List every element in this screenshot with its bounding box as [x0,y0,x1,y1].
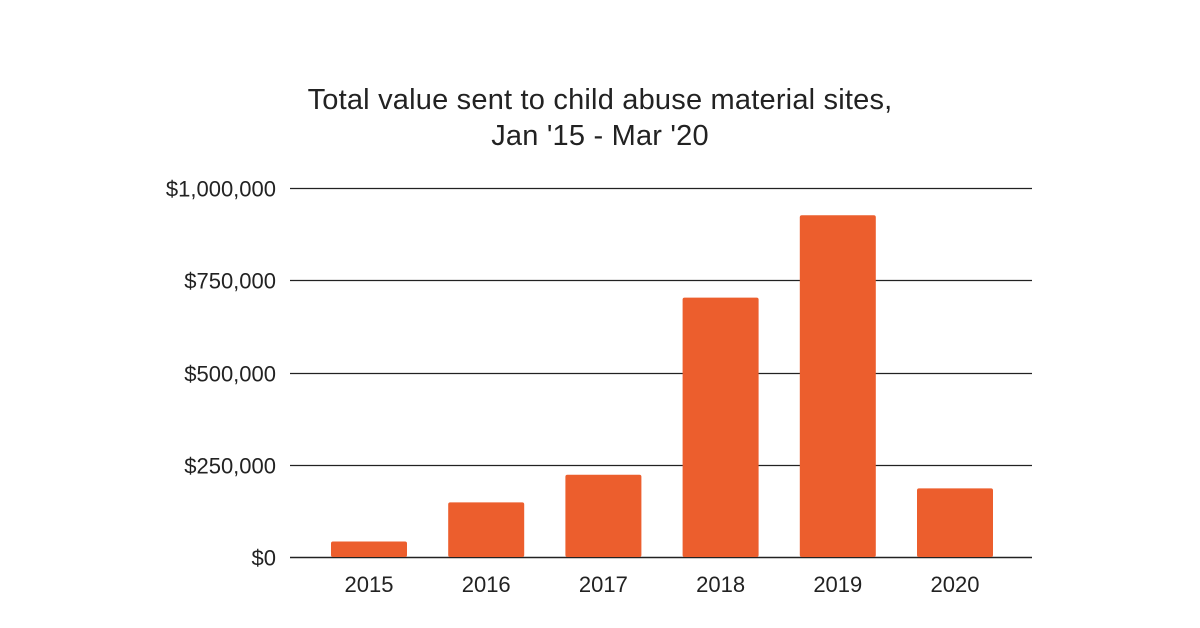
y-tick-label: $250,000 [184,454,276,479]
chart-title-line-1: Total value sent to child abuse material… [307,84,893,116]
x-tick-label: 2017 [579,572,628,597]
bar-2017 [565,474,642,557]
bar-2018 [682,297,759,557]
x-tick-label: 2020 [931,572,980,597]
gridlines [290,187,1032,559]
x-tick-label: 2016 [462,572,511,597]
x-tick-label: 2018 [696,572,745,597]
x-tick-label: 2015 [345,572,394,597]
x-tick-labels: 2015 2016 2017 2018 2019 2020 [345,572,980,597]
bar-2019 [799,215,876,557]
bars [331,215,993,557]
bar-2015 [331,541,407,557]
bar-2016 [448,502,525,557]
y-tick-label: $750,000 [184,269,276,294]
y-tick-label: $500,000 [184,362,276,387]
x-tick-label: 2019 [813,572,862,597]
y-tick-labels: $0 $250,000 $500,000 $750,000 $1,000,000 [166,177,276,571]
y-tick-label: $0 [252,546,276,571]
y-tick-label: $1,000,000 [166,177,276,202]
bar-2020 [917,488,993,557]
chart-title-line-2: Jan '15 - Mar '20 [491,120,709,152]
